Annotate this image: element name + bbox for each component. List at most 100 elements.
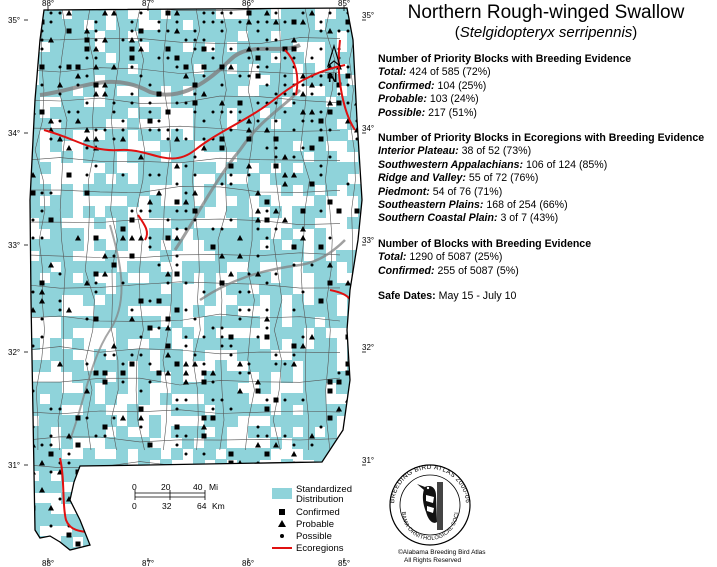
probable-mark [264, 316, 270, 322]
scale-km-unit: Km [212, 501, 225, 511]
confirmed-mark [174, 199, 180, 205]
distribution-block [72, 492, 84, 504]
distribution-block [281, 404, 293, 416]
county-line [30, 125, 341, 132]
distribution-block [303, 382, 315, 394]
distribution-block [39, 415, 51, 427]
confirmed-mark [84, 37, 90, 43]
distribution-block [204, 448, 216, 460]
distribution-block [259, 426, 271, 438]
probable-mark [282, 181, 288, 187]
distribution-block [314, 151, 326, 163]
distribution-block [94, 107, 106, 119]
possible-mark [31, 218, 35, 222]
probable-mark [57, 136, 63, 142]
distribution-block [116, 327, 128, 339]
confirmed-mark [102, 424, 108, 430]
confirmed-mark [30, 190, 36, 196]
species-scientific-name: Stelgidopteryx serripennis [459, 24, 633, 41]
possible-mark [193, 173, 197, 177]
county-line [57, 8, 68, 451]
distribution-block [226, 371, 238, 383]
probable-mark [84, 280, 90, 286]
possible-mark [229, 128, 233, 132]
possible-mark [58, 407, 62, 411]
probable-mark [264, 10, 270, 16]
distribution-block [30, 129, 40, 141]
confirmed-mark [264, 406, 270, 412]
possible-mark [94, 56, 98, 60]
scale-km-32: 32 [162, 501, 172, 511]
possible-mark [346, 101, 350, 105]
possible-mark [202, 452, 206, 456]
possible-mark [40, 317, 44, 321]
possible-mark [256, 20, 260, 24]
possible-mark [31, 236, 35, 240]
distribution-block [215, 404, 227, 416]
possible-mark [256, 119, 260, 123]
distribution-block [358, 96, 362, 108]
distribution-block [116, 52, 128, 64]
possible-mark [328, 128, 332, 132]
distribution-block [226, 74, 238, 86]
probable-mark [57, 361, 63, 367]
distribution-block [50, 239, 62, 251]
probable-mark [273, 208, 279, 214]
possible-mark [265, 281, 269, 285]
possible-mark [265, 398, 269, 402]
possible-mark [193, 29, 197, 33]
distribution-block [50, 415, 62, 427]
distribution-block [237, 206, 249, 218]
distribution-block [105, 492, 117, 504]
possible-mark [121, 38, 125, 42]
distribution-block [248, 30, 260, 42]
county-boundaries [30, 8, 357, 469]
possible-mark [202, 335, 206, 339]
statistics-panel: Number of Priority Blocks with Breeding … [378, 53, 714, 304]
probable-mark [66, 307, 72, 313]
distribution-block [138, 107, 150, 119]
possible-mark [175, 407, 179, 411]
possible-mark [31, 11, 35, 15]
probable-mark [129, 316, 135, 322]
distribution-block [204, 470, 216, 482]
possible-mark [211, 56, 215, 60]
distribution-block [358, 525, 362, 537]
possible-mark [184, 227, 188, 231]
distribution-block [94, 184, 106, 196]
possible-mark [157, 29, 161, 33]
possible-mark [85, 74, 89, 78]
probable-mark [300, 73, 306, 79]
distribution-block [50, 404, 62, 416]
distribution-block [237, 470, 249, 482]
possible-mark [94, 20, 98, 24]
ecoregion-row: Piedmont: 54 of 76 (71%) [378, 186, 714, 199]
distribution-block [61, 547, 73, 550]
distribution-block [61, 239, 73, 251]
distribution-block [83, 404, 95, 416]
distribution-block [61, 184, 73, 196]
distribution-block [171, 19, 183, 31]
probable-mark [39, 460, 45, 466]
possible-mark [319, 173, 323, 177]
distribution-block [72, 261, 84, 273]
probable-mark [120, 415, 126, 421]
distribution-block [94, 173, 106, 185]
confirmed-mark [147, 442, 153, 448]
probable-mark [66, 433, 72, 439]
distribution-block [358, 470, 362, 482]
distribution-block [105, 525, 117, 537]
distribution-block [237, 547, 249, 550]
possible-mark [274, 362, 278, 366]
possible-mark [85, 173, 89, 177]
ecoregion-row-label: Southwestern Appalachians: [378, 158, 524, 171]
county-line [30, 281, 341, 289]
probable-mark [48, 262, 54, 268]
possible-mark [220, 29, 224, 33]
distribution-block [105, 41, 117, 53]
distribution-block [105, 107, 117, 119]
distribution-block [237, 316, 249, 328]
distribution-block [193, 547, 205, 550]
priority-row: Probable: 103 (24%) [378, 93, 714, 106]
distribution-block [204, 228, 216, 240]
